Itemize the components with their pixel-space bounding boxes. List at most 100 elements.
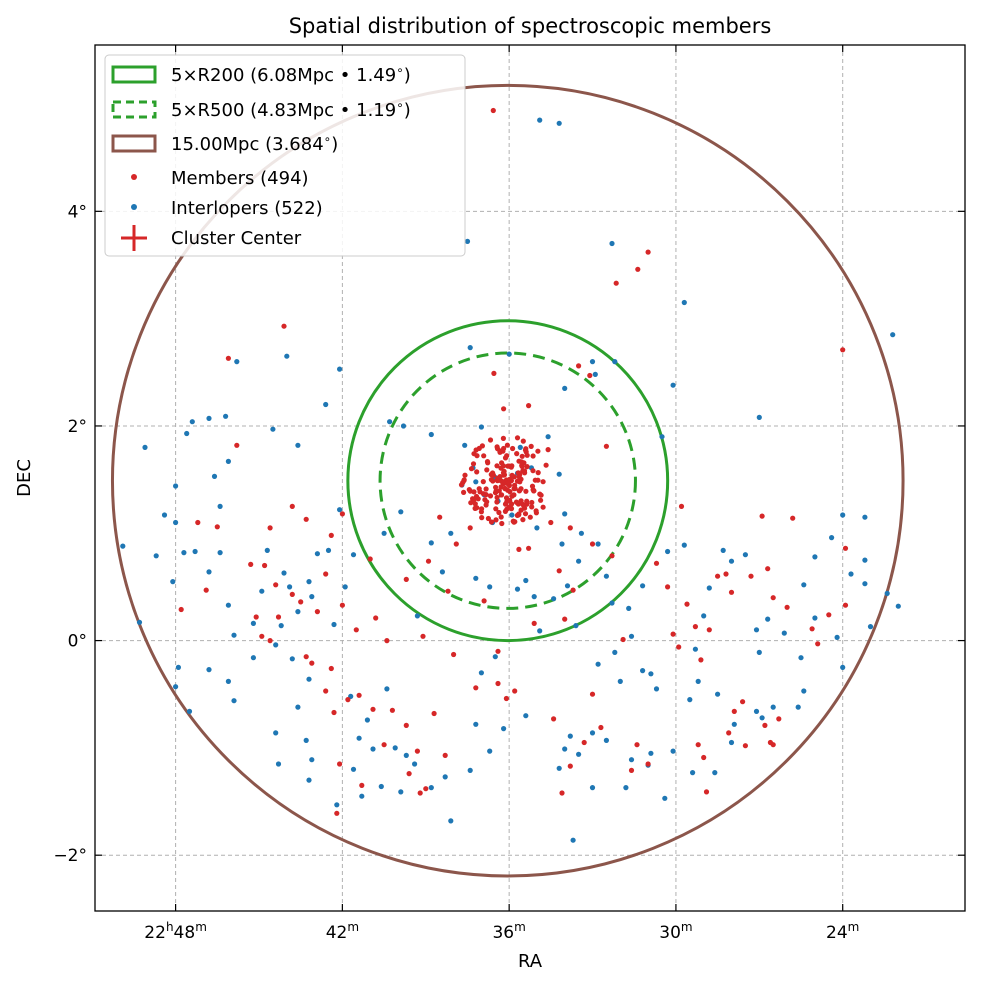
interloper-point [331, 621, 337, 628]
legend-outer-swatch [111, 134, 157, 153]
member-point [490, 470, 496, 476]
member-point [323, 688, 329, 694]
legend-center-label: Cluster Center [171, 228, 302, 249]
member-point [562, 616, 568, 622]
member-point [473, 685, 479, 691]
member-point [842, 545, 849, 551]
interloper-point [609, 240, 615, 247]
interloper-point [603, 573, 610, 579]
member-point [496, 488, 502, 494]
member-point [653, 560, 660, 566]
interloper-point [173, 483, 179, 489]
member-point [501, 406, 507, 412]
interloper-point [523, 577, 529, 584]
interloper-point [173, 519, 179, 526]
member-point [524, 498, 530, 504]
member-point [511, 482, 518, 488]
member-point [273, 582, 279, 588]
member-point [431, 710, 437, 717]
member-point [698, 657, 704, 663]
interloper-point [473, 721, 479, 727]
interloper-point [862, 557, 868, 563]
member-point [488, 477, 494, 483]
member-point [706, 627, 712, 633]
member-point [748, 573, 754, 579]
member-point [540, 479, 546, 485]
member-point [470, 461, 477, 467]
member-point [487, 493, 494, 499]
member-point [678, 503, 685, 509]
interloper-point [812, 615, 818, 621]
circle-5xR500 [378, 351, 637, 610]
interloper-point [412, 761, 418, 767]
interloper-point [234, 359, 240, 365]
interloper-point [573, 623, 579, 629]
member-point [530, 468, 536, 474]
member-point [178, 606, 184, 613]
member-point [494, 494, 500, 501]
member-point [670, 631, 676, 637]
member-point [567, 763, 573, 769]
interloper-point [665, 548, 671, 555]
interloper-point [364, 717, 370, 723]
member-point [545, 447, 551, 453]
member-point [203, 587, 209, 593]
member-point [770, 595, 776, 601]
axis-ticks: 22h48m 42m 36m 30m 24m 4° 2° 0° −2° [53, 45, 965, 943]
member-point [520, 438, 526, 444]
member-point [498, 514, 504, 520]
member-point [570, 587, 576, 593]
legend-r500-label: 5×R500 (4.83Mpc • 1.19∘) [171, 98, 411, 121]
interloper-point [589, 785, 596, 791]
interloper-point [695, 678, 701, 685]
member-point [576, 363, 582, 369]
interloper-point [211, 473, 218, 479]
interloper-point [492, 654, 498, 660]
interloper-point [578, 530, 585, 536]
member-point [504, 453, 510, 459]
interloper-point [428, 785, 434, 791]
interloper-point [473, 575, 479, 581]
interloper-point [537, 117, 543, 123]
interloper-point [862, 514, 868, 520]
member-point [289, 503, 295, 509]
member-point [765, 566, 771, 572]
legend-center-marker [121, 225, 147, 251]
member-point [331, 709, 337, 716]
interloper-point [595, 541, 601, 547]
interloper-point [275, 761, 282, 767]
member-point [303, 516, 309, 522]
interloper-point [170, 579, 176, 585]
interloper-point [867, 624, 874, 630]
interloper-point [576, 558, 582, 564]
interloper-point [306, 676, 312, 682]
member-point [815, 641, 821, 647]
member-point [504, 442, 510, 448]
member-point [505, 463, 511, 469]
member-point [529, 483, 536, 489]
interloper-point [556, 765, 562, 771]
interloper-point [895, 603, 901, 609]
member-point [468, 466, 475, 472]
member-point [516, 512, 522, 518]
legend-r200-label: 5×R200 (6.08Mpc • 1.49∘) [171, 63, 411, 86]
member-point [494, 463, 500, 469]
member-point [527, 514, 533, 520]
interloper-point [173, 684, 179, 690]
interloper-point [884, 590, 890, 597]
interloper-point [564, 583, 571, 589]
chart-title: Spatial distribution of spectroscopic me… [289, 14, 772, 38]
member-point [303, 654, 309, 660]
member-point [493, 484, 499, 490]
legend-frame [104, 54, 466, 257]
member-point [493, 517, 499, 523]
member-point [473, 447, 479, 453]
member-point [493, 506, 499, 512]
member-point [314, 609, 320, 615]
interloper-point [712, 770, 718, 776]
interloper-point [562, 385, 568, 391]
grid [95, 45, 965, 911]
member-point [529, 499, 535, 506]
interloper-point [612, 649, 618, 656]
interloper-point [556, 120, 562, 126]
